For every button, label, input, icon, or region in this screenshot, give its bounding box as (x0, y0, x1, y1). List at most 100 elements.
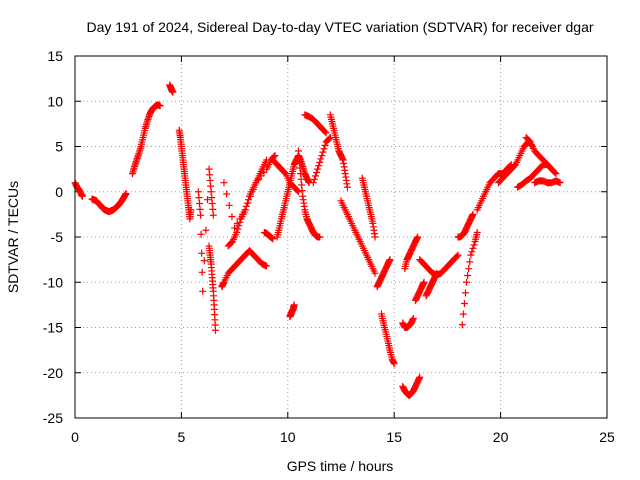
data-point (464, 271, 472, 279)
data-point (225, 201, 233, 209)
series-arc3 (128, 101, 164, 178)
data-point (468, 248, 476, 256)
series-arc10 (224, 156, 271, 250)
data-point (313, 169, 321, 177)
series-arc25 (401, 233, 422, 273)
data-point (315, 162, 323, 170)
data-point (243, 199, 251, 207)
chart-title: Day 191 of 2024, Sidereal Day-to-day VTE… (86, 19, 593, 35)
x-tick-label: 10 (280, 429, 296, 445)
data-point (202, 226, 210, 234)
data-point (433, 269, 441, 277)
data-point (271, 152, 279, 160)
data-point (203, 196, 211, 204)
data-point (371, 233, 379, 241)
data-point (187, 206, 195, 214)
data-point (208, 194, 216, 202)
data-point (220, 179, 228, 187)
data-point (420, 278, 428, 286)
data-point (551, 169, 559, 177)
series-arc28 (422, 269, 441, 300)
data-point (198, 249, 206, 257)
series-arc15 (294, 147, 324, 241)
data-point (466, 258, 474, 266)
data-point (473, 228, 481, 236)
data-point (343, 183, 351, 191)
data-point (199, 287, 207, 295)
data-point (409, 314, 417, 322)
y-tick-label: 10 (47, 93, 63, 109)
series-arc17 (309, 133, 334, 187)
y-axis-label: SDTVAR / TECUs (5, 181, 21, 293)
data-point (453, 252, 461, 260)
data-point (310, 175, 318, 183)
data-points (71, 81, 564, 399)
series-arc19 (337, 197, 379, 277)
series-arc21 (373, 256, 394, 291)
series-arc7 (205, 242, 219, 334)
series-arc2 (88, 190, 130, 216)
data-point (316, 233, 324, 241)
data-point (263, 262, 271, 270)
data-point (209, 205, 217, 213)
y-tick-label: 0 (55, 184, 63, 200)
data-point (209, 211, 217, 219)
data-point (461, 289, 469, 297)
data-point (241, 206, 249, 214)
data-point (320, 145, 328, 153)
series-arc34 (531, 177, 564, 187)
data-point (316, 158, 324, 166)
data-point (317, 155, 325, 163)
data-point (233, 228, 241, 236)
data-point (122, 190, 130, 198)
data-point (414, 233, 422, 241)
data-point (467, 251, 475, 259)
data-point (311, 172, 319, 180)
data-point (454, 251, 462, 259)
data-point (390, 360, 398, 368)
y-tick-label: -15 (43, 320, 63, 336)
series-arc23 (399, 314, 417, 331)
data-point (200, 257, 208, 265)
plot-frame (74, 55, 608, 419)
data-point (156, 102, 164, 110)
data-point (198, 268, 206, 276)
series-arc16 (301, 111, 330, 137)
series-arc24 (399, 373, 424, 399)
data-point (234, 225, 242, 233)
series-arc26 (411, 278, 428, 304)
series-arc14 (286, 301, 298, 321)
data-point (371, 269, 379, 277)
data-point (325, 135, 333, 143)
data-point (319, 148, 327, 156)
data-point (321, 128, 329, 136)
series-arc1 (71, 179, 86, 200)
data-point (269, 235, 277, 243)
data-point (208, 200, 216, 208)
data-point (459, 310, 467, 318)
data-point (469, 210, 477, 218)
series-arc4 (166, 81, 177, 96)
data-point (322, 129, 330, 137)
data-point (223, 190, 231, 198)
y-tick-label: 15 (47, 48, 63, 64)
series-arc20 (358, 174, 379, 241)
x-tick-label: 15 (386, 429, 402, 445)
data-point (314, 165, 322, 173)
series-arc6 (194, 165, 217, 295)
data-point (290, 301, 298, 309)
data-point (294, 188, 302, 196)
data-point (470, 241, 478, 249)
series-arc33 (514, 161, 560, 191)
data-point (169, 88, 177, 96)
data-point (386, 256, 394, 264)
data-point (416, 373, 424, 381)
series-arc27 (416, 251, 462, 279)
data-point (195, 194, 203, 202)
data-point (196, 205, 204, 213)
data-point (552, 170, 560, 178)
data-point (469, 244, 477, 252)
data-point (543, 161, 551, 169)
series-arc35 (522, 133, 551, 169)
data-point (228, 213, 236, 221)
